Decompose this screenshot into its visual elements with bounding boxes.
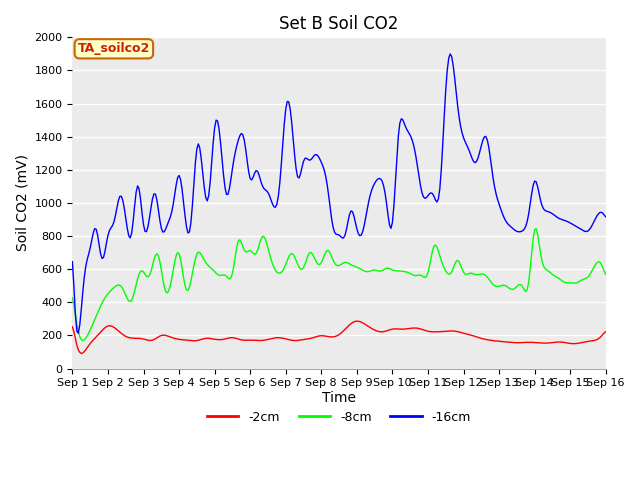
Title: Set B Soil CO2: Set B Soil CO2 xyxy=(280,15,399,33)
Legend: -2cm, -8cm, -16cm: -2cm, -8cm, -16cm xyxy=(202,406,476,429)
Y-axis label: Soil CO2 (mV): Soil CO2 (mV) xyxy=(15,155,29,252)
X-axis label: Time: Time xyxy=(322,391,356,405)
Text: TA_soilco2: TA_soilco2 xyxy=(77,42,150,55)
